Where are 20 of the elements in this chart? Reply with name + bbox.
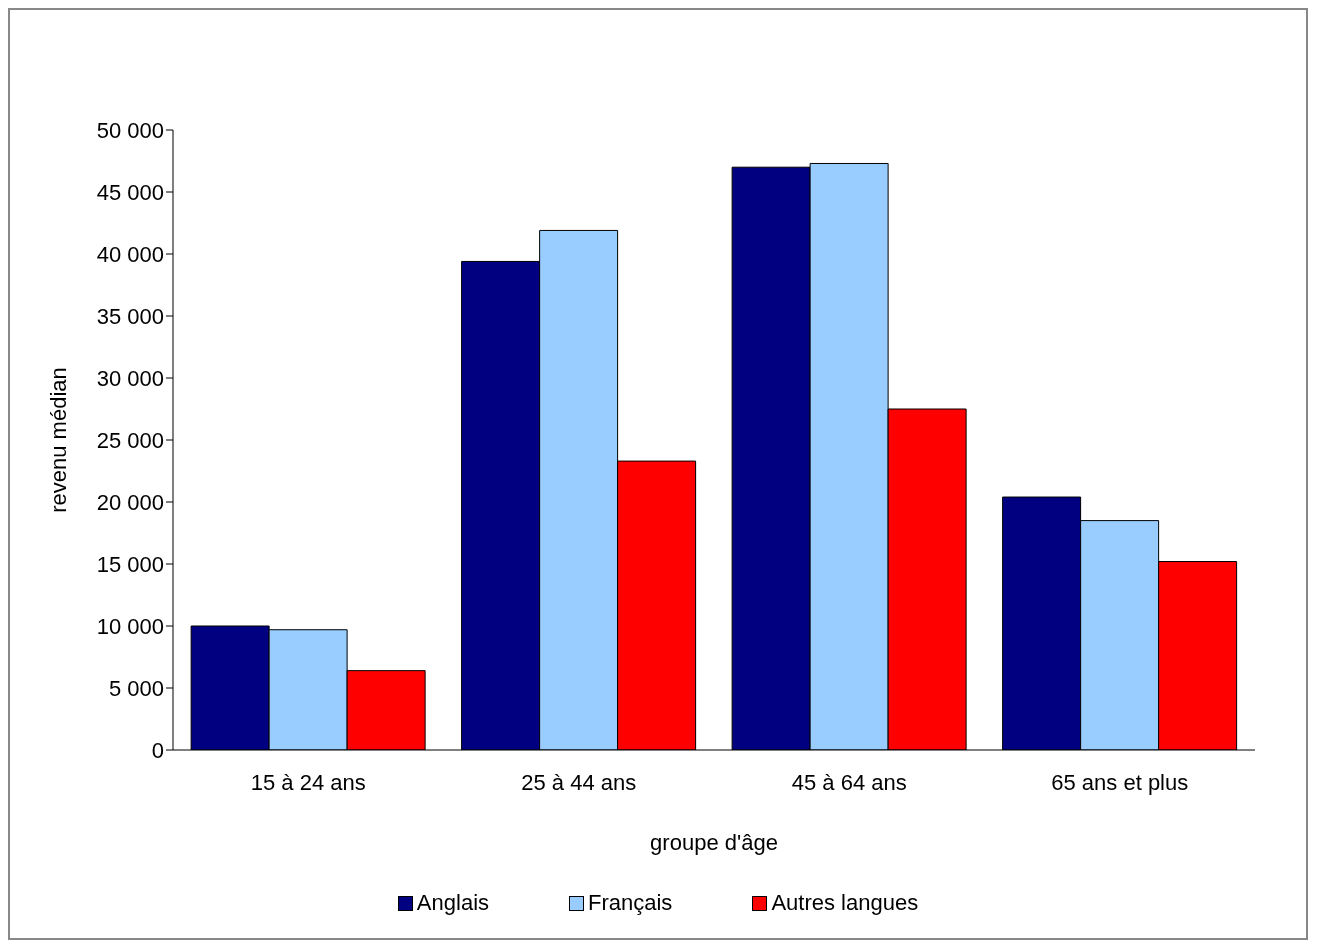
x-tick-label: 65 ans et plus bbox=[1051, 769, 1189, 795]
x-axis-title: groupe d'âge bbox=[650, 830, 778, 855]
y-tick-label: 50 000 bbox=[96, 117, 164, 143]
y-tick-label: 45 000 bbox=[96, 179, 164, 205]
y-tick-label: 35 000 bbox=[96, 303, 164, 329]
y-tick-label: 5 000 bbox=[108, 675, 164, 701]
y-tick-label: 30 000 bbox=[96, 365, 164, 391]
x-tick-label: 45 à 64 ans bbox=[791, 769, 907, 795]
y-tick-label: 40 000 bbox=[96, 241, 164, 267]
legend-label: Anglais bbox=[416, 890, 490, 916]
y-tick-label: 10 000 bbox=[96, 613, 164, 639]
y-tick-label: 25 000 bbox=[96, 427, 164, 453]
y-tick-label: 0 bbox=[151, 737, 164, 763]
legend-label: Autres langues bbox=[771, 890, 919, 916]
x-tick-label: 25 à 44 ans bbox=[521, 769, 637, 795]
x-tick-label: 15 à 24 ans bbox=[250, 769, 366, 795]
legend-label: Français bbox=[588, 890, 673, 916]
y-axis-title: revenu médian bbox=[45, 367, 71, 513]
y-tick-label: 15 000 bbox=[96, 551, 164, 577]
y-tick-label: 20 000 bbox=[96, 489, 164, 515]
